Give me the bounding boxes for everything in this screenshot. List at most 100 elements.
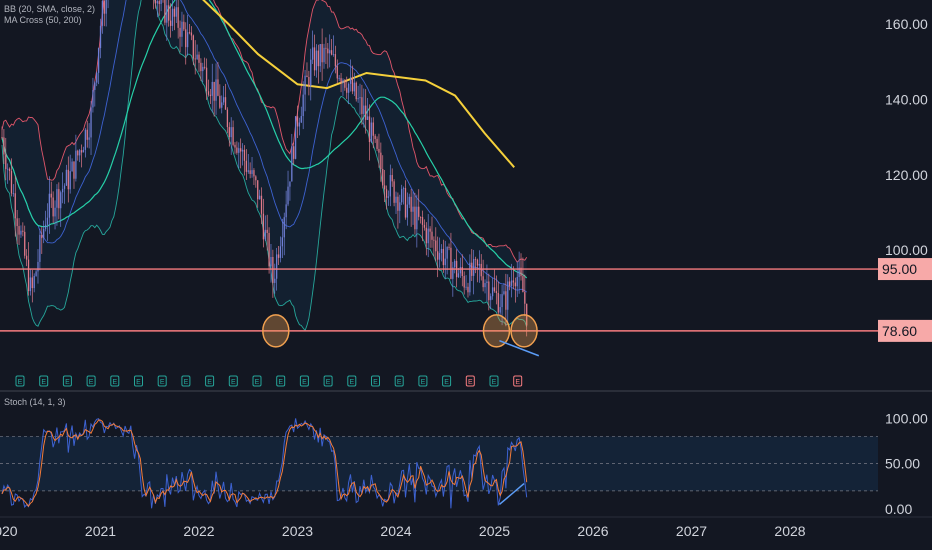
earnings-marker-label: E: [89, 379, 94, 386]
candle-body: [247, 170, 249, 172]
highlight-circle-0[interactable]: [262, 314, 290, 348]
candle-body: [46, 217, 49, 225]
candle-body: [270, 256, 272, 267]
candle-body: [60, 192, 62, 209]
candle-body: [404, 188, 407, 218]
candle-body: [465, 286, 467, 288]
candle-body: [298, 122, 301, 127]
candle-body: [382, 168, 384, 186]
candle-body: [516, 276, 518, 287]
candle-body: [440, 248, 443, 254]
stoch-axis-tick: 50.00: [885, 456, 920, 472]
stoch-d-line: [1, 419, 528, 507]
candle-body: [224, 97, 227, 110]
candle-body: [97, 48, 100, 73]
earnings-marker[interactable]: [39, 375, 49, 387]
candle-body: [257, 180, 259, 200]
candle-body: [171, 8, 174, 26]
level-tag-bg-1: [878, 319, 932, 342]
candle-body: [154, 0, 157, 4]
candle-body: [69, 171, 71, 190]
earnings-marker-label: E: [444, 379, 449, 386]
earnings-marker-label: E: [421, 379, 426, 386]
candle-body: [347, 83, 350, 93]
candle-body: [302, 94, 304, 117]
earnings-marker[interactable]: [157, 375, 167, 387]
level-tag-0: 95.00: [882, 261, 917, 277]
candle-body: [37, 261, 39, 272]
candle-body: [336, 66, 338, 79]
earnings-marker[interactable]: [465, 375, 475, 387]
candle-body: [16, 218, 18, 227]
candle-body: [518, 267, 520, 277]
time-axis-tick: 2028: [774, 523, 805, 539]
earnings-marker[interactable]: [323, 375, 333, 387]
candle-body: [173, 8, 176, 17]
main-pane[interactable]: [1, 0, 528, 337]
earnings-marker[interactable]: [86, 375, 96, 387]
candle-body: [262, 213, 265, 240]
earnings-marker[interactable]: [394, 375, 404, 387]
candle-body: [10, 171, 13, 194]
candle-body: [524, 292, 526, 304]
earnings-marker[interactable]: [62, 375, 72, 387]
candle-body: [406, 204, 409, 218]
candle-body: [58, 189, 60, 209]
candle-body: [419, 216, 422, 218]
earnings-marker[interactable]: [347, 375, 357, 387]
candle-body: [175, 7, 177, 17]
stoch-trendline[interactable]: [498, 483, 525, 506]
candle-body: [77, 150, 79, 156]
candle-body: [260, 195, 263, 214]
earnings-marker[interactable]: [513, 375, 523, 387]
candle-body: [522, 276, 524, 293]
candle-body: [340, 78, 342, 83]
candle-body: [241, 149, 244, 152]
price-axis-tick: 120.00: [885, 167, 928, 183]
earnings-marker[interactable]: [205, 375, 215, 387]
earnings-marker[interactable]: [489, 375, 499, 387]
earnings-marker[interactable]: [181, 375, 191, 387]
earnings-marker[interactable]: [252, 375, 262, 387]
candle-body: [35, 271, 37, 276]
earnings-marker[interactable]: [299, 375, 309, 387]
candle-body: [240, 148, 242, 152]
candle-body: [319, 44, 321, 67]
candle-body: [207, 91, 210, 95]
candle-body: [65, 169, 68, 186]
candle-body: [217, 79, 219, 96]
candle-body: [385, 189, 388, 198]
candle-body: [101, 0, 104, 26]
earnings-marker[interactable]: [15, 375, 25, 387]
earnings-marker[interactable]: [442, 375, 452, 387]
earnings-marker[interactable]: [110, 375, 120, 387]
candle-body: [249, 170, 251, 174]
earnings-marker-label: E: [302, 379, 307, 386]
stoch-pane[interactable]: [0, 418, 878, 509]
candle-body: [209, 94, 212, 96]
earnings-marker[interactable]: [228, 375, 238, 387]
candle-body: [399, 202, 401, 211]
candle-body: [329, 50, 331, 54]
candle-body: [370, 122, 373, 143]
highlight-circle-1[interactable]: [482, 314, 511, 348]
candle-body: [88, 137, 90, 140]
candle-body: [308, 76, 310, 86]
candle-body: [73, 161, 75, 179]
candle-body: [5, 154, 7, 170]
candle-body: [421, 217, 424, 225]
price-trendline[interactable]: [499, 339, 540, 357]
candle-body: [188, 32, 191, 34]
earnings-marker[interactable]: [418, 375, 428, 387]
earnings-marker[interactable]: [276, 375, 286, 387]
candle-body: [349, 77, 352, 84]
earnings-marker-label: E: [18, 379, 23, 386]
highlight-circle-2[interactable]: [510, 314, 538, 348]
earnings-marker[interactable]: [134, 375, 143, 387]
candle-body: [277, 254, 280, 258]
earnings-marker[interactable]: [371, 375, 380, 387]
candle-body: [332, 54, 335, 55]
earnings-marker-label: E: [468, 379, 473, 386]
price-axis-tick: 160.00: [885, 16, 928, 32]
